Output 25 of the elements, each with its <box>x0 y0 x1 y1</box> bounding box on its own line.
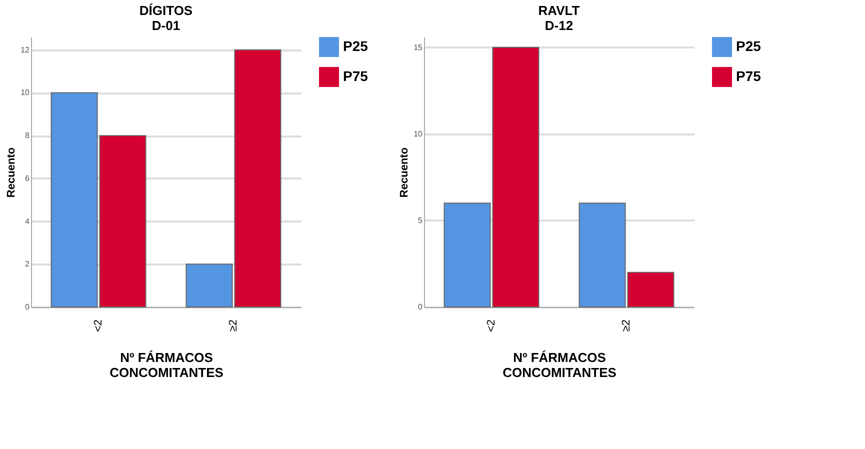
x-tick-label: ≥2 <box>228 320 240 332</box>
y-tick-label: 6 <box>25 174 30 183</box>
x-axis-title: Nº FÁRMACOS CONCOMITANTES <box>110 350 224 380</box>
y-axis-title: Recuento <box>398 147 411 198</box>
chart-title: DÍGITOS D-01 <box>139 3 193 33</box>
y-tick-label: 10 <box>20 88 30 98</box>
x-tick-label: ≥2 <box>620 320 632 332</box>
y-axis-title: Recuento <box>6 147 18 198</box>
y-tick-label: 0 <box>25 302 30 312</box>
y-tick-label: 0 <box>418 302 424 312</box>
y-tick-label: 15 <box>414 42 424 52</box>
legend-label: P75 <box>343 68 368 84</box>
legend-label: P75 <box>736 68 762 84</box>
chart-title: RAVLT D-12 <box>538 3 580 33</box>
y-tick-label: 10 <box>414 129 424 138</box>
x-tick-label: <2 <box>486 320 498 332</box>
y-tick-label: 2 <box>25 260 30 269</box>
legend-label: P25 <box>343 38 368 54</box>
legend-label: P25 <box>736 38 762 54</box>
y-tick-label: 8 <box>25 131 30 140</box>
y-tick-label: 4 <box>25 216 30 226</box>
y-tick-label: 5 <box>418 216 424 225</box>
x-axis-title: Nº FÁRMACOS CONCOMITANTES <box>502 350 617 380</box>
y-tick-label: 12 <box>20 45 30 54</box>
x-tick-label: <2 <box>92 320 104 332</box>
